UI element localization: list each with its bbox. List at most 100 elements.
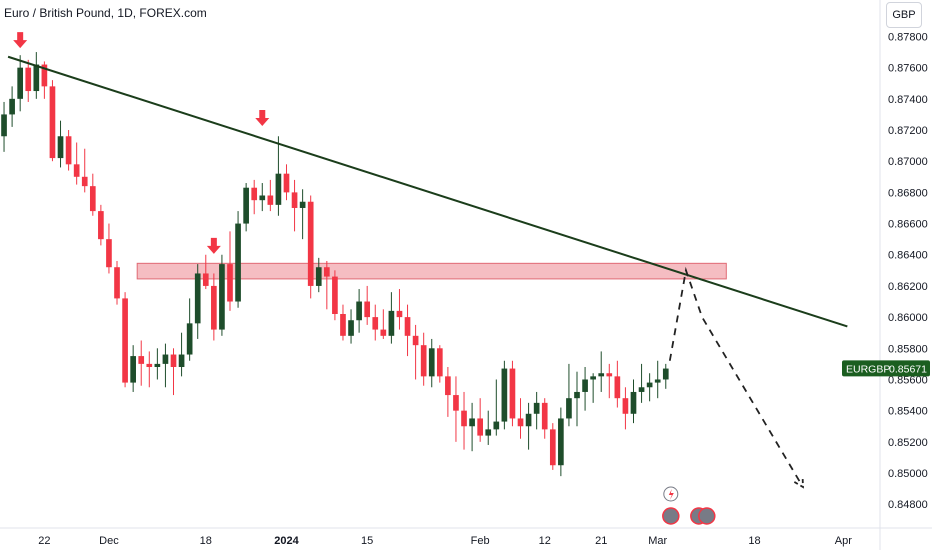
y-tick-label: 0.85800: [888, 343, 928, 355]
candle-body: [122, 298, 128, 383]
arrow-down-icon: [13, 32, 28, 49]
candle-body: [638, 387, 645, 392]
candle-body: [202, 273, 209, 286]
y-tick-label: 0.87400: [888, 94, 928, 106]
candle-body: [646, 382, 653, 388]
candle-body: [332, 276, 338, 314]
candle-body: [17, 67, 24, 99]
resistance-zone[interactable]: [136, 262, 727, 280]
candle-body: [461, 410, 467, 427]
y-tick-label: 0.87800: [888, 31, 928, 43]
y-tick-label: 0.86800: [888, 187, 928, 199]
candle-body: [485, 429, 492, 436]
candle-body: [622, 398, 629, 414]
candle-body: [356, 301, 362, 321]
candle-body: [154, 363, 161, 368]
candle-body: [533, 402, 540, 414]
candle-body: [89, 186, 96, 212]
earnings-event-icon[interactable]: [698, 507, 716, 525]
x-tick-label: Feb: [471, 535, 490, 547]
candle-body: [380, 329, 387, 336]
candle-body: [420, 345, 427, 377]
candle-body: [590, 376, 596, 380]
candle-body: [541, 402, 548, 430]
projection-path[interactable]: [668, 266, 804, 488]
candle-body: [493, 421, 500, 430]
candle-body: [428, 348, 435, 377]
candle-body: [396, 310, 403, 318]
candle-body: [98, 211, 104, 240]
candle-body: [243, 187, 249, 224]
candle-body: [162, 354, 169, 364]
lightning-glyph: [668, 489, 674, 500]
candle-body: [307, 201, 314, 286]
chart-title: Euro / British Pound, 1D, FOREX.com: [4, 6, 207, 20]
candle-body: [41, 64, 48, 87]
x-tick-label: 2024: [274, 535, 299, 547]
candle-body: [654, 379, 661, 383]
candle-body: [9, 98, 15, 115]
candle-body: [453, 395, 459, 411]
x-tick-label: Apr: [835, 535, 852, 547]
price-tag: [842, 360, 930, 377]
candle-body: [227, 264, 233, 302]
candle-body: [283, 173, 290, 193]
candle-body: [114, 267, 120, 299]
y-tick-label: 0.86600: [888, 219, 928, 231]
candle-body: [630, 391, 637, 414]
candle-body: [606, 373, 613, 377]
y-tick-label: 0.85000: [888, 468, 928, 480]
candle-body: [275, 173, 282, 205]
currency-button[interactable]: GBP: [886, 2, 922, 28]
candle-body: [291, 192, 298, 208]
dividend-event-icon[interactable]: [662, 507, 680, 525]
candle-body: [259, 195, 266, 201]
price-tag-value: 0.85671: [889, 363, 927, 375]
candle-body: [106, 239, 112, 268]
candle-body: [509, 368, 516, 419]
candle-body: [324, 267, 330, 277]
candle-body: [582, 379, 588, 392]
candle-body: [81, 176, 88, 187]
candle-body: [340, 313, 346, 336]
candle-body: [170, 354, 177, 368]
candle-body: [574, 391, 580, 399]
candle-body: [235, 223, 241, 302]
candle-body: [251, 187, 258, 201]
x-tick-label: 18: [748, 535, 760, 547]
candle-body: [525, 413, 532, 427]
candle-body: [267, 195, 274, 205]
candle-body: [186, 323, 193, 355]
candle-body: [614, 376, 621, 399]
candle-body: [73, 164, 80, 177]
y-tick-label: 0.85600: [888, 374, 928, 386]
candle-body: [1, 114, 7, 137]
projection-arrowhead: [793, 477, 804, 489]
y-tick-label: 0.86400: [888, 250, 928, 262]
x-tick-label: 15: [361, 535, 373, 547]
y-tick-label: 0.86200: [888, 281, 928, 293]
y-tick-label: 0.87600: [888, 63, 928, 75]
candle-body: [65, 136, 72, 165]
candle-body: [130, 356, 136, 383]
candle-body: [469, 418, 475, 427]
candle-body: [445, 376, 451, 396]
candle-body: [372, 317, 379, 330]
trendline[interactable]: [7, 55, 848, 328]
candle-body: [194, 273, 201, 324]
candle-body: [315, 267, 322, 286]
candle-body: [49, 86, 56, 159]
candle-body: [348, 320, 354, 336]
y-tick-label: 0.87000: [888, 156, 928, 168]
x-tick-label: 18: [200, 535, 212, 547]
candle-body: [501, 368, 508, 422]
candle-body: [57, 136, 64, 159]
y-tick-label: 0.84800: [888, 499, 928, 511]
candle-body: [364, 301, 371, 318]
candle-body: [436, 348, 443, 377]
price-tag-symbol: EURGBP: [846, 363, 890, 375]
candle-body: [517, 418, 524, 427]
candle-body: [598, 373, 605, 377]
